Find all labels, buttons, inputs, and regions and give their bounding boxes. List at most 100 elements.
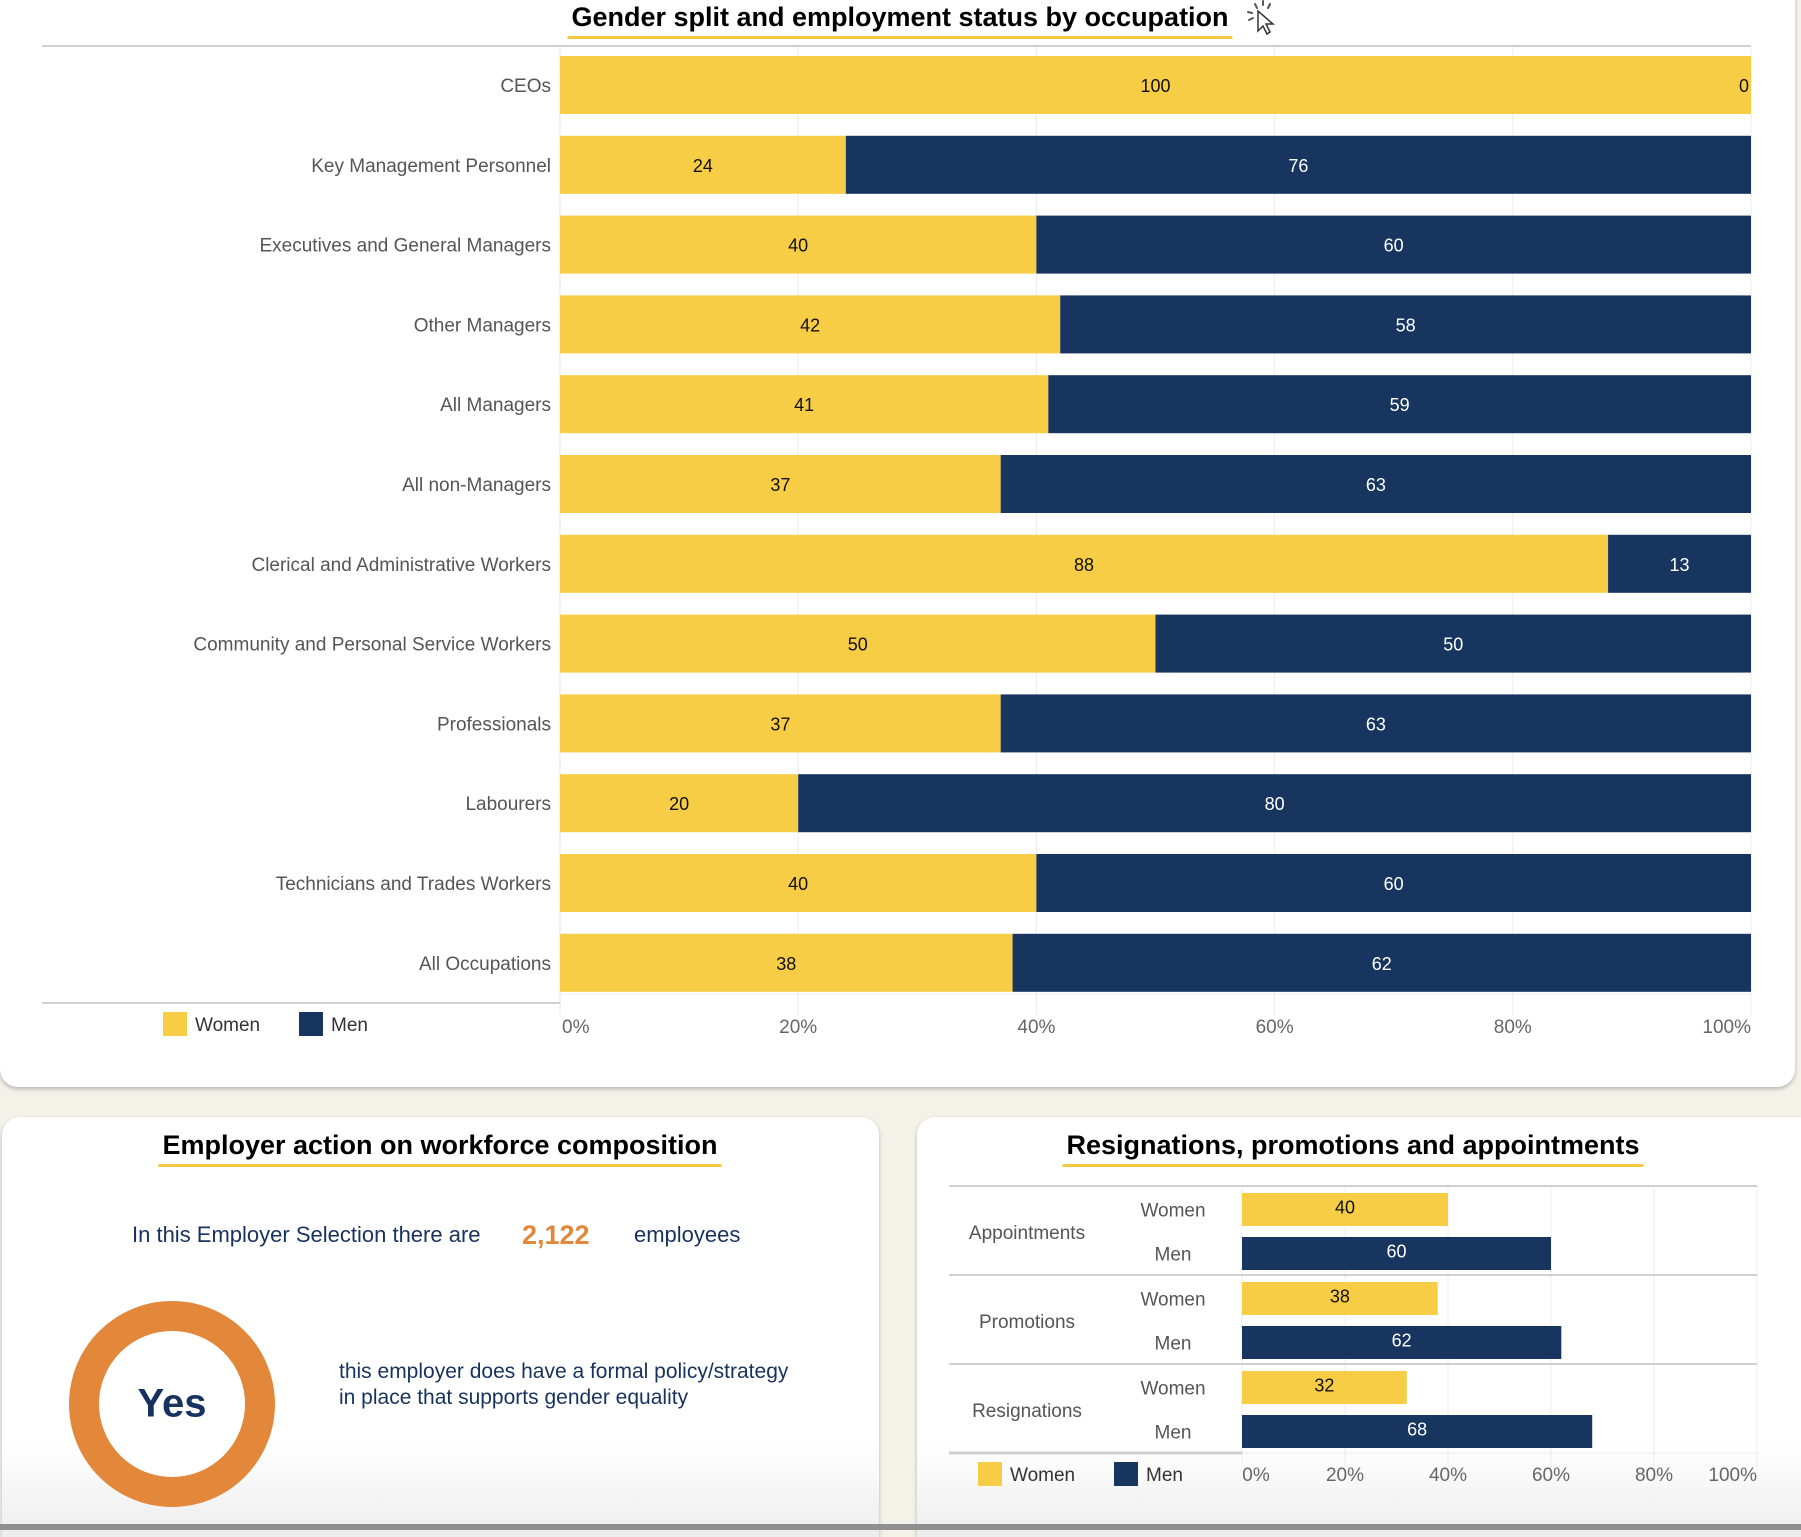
bar-women <box>560 534 1609 593</box>
category-label: All Managers <box>440 395 551 416</box>
bar-label-men: 63 <box>1366 714 1386 734</box>
window-bottom-edge <box>0 1524 1801 1530</box>
category-label: Clerical and Administrative Workers <box>251 555 551 576</box>
bar-men <box>1242 1415 1593 1448</box>
bar-label-women: 37 <box>770 475 790 495</box>
bar-category-label: Men <box>1155 1334 1192 1355</box>
bar-label-women: 50 <box>848 635 868 655</box>
legend-label-women: Women <box>1010 1465 1075 1486</box>
occupation-chart-title: Gender split and employment status by oc… <box>567 2 1233 39</box>
legend-swatch-women <box>978 1462 1002 1486</box>
category-label: Key Management Personnel <box>311 156 551 177</box>
bar-women <box>560 774 799 833</box>
bar-women <box>560 375 1049 434</box>
bar-men <box>798 774 1751 833</box>
bar-men <box>845 135 1751 194</box>
bar-women <box>560 295 1061 354</box>
bar-men <box>1155 614 1751 673</box>
x-tick-label: 0% <box>562 1017 590 1038</box>
x-tick-label: 60% <box>1532 1465 1570 1486</box>
bar-men <box>1036 215 1751 274</box>
bar-women <box>560 694 1001 753</box>
bar-women <box>1242 1193 1448 1226</box>
policy-answer: Yes <box>137 1381 207 1426</box>
employees-count: 2,122 <box>522 1220 590 1250</box>
bar-label-women: 41 <box>794 395 814 415</box>
bar-value-label: 32 <box>1314 1376 1334 1396</box>
bar-category-label: Men <box>1155 1423 1192 1444</box>
x-tick-label: 40% <box>1017 1017 1055 1038</box>
bar-men <box>1242 1237 1551 1270</box>
bar-women <box>1242 1371 1407 1404</box>
bar-label-women: 40 <box>788 236 808 256</box>
bar-men <box>1060 295 1751 354</box>
bar-value-label: 38 <box>1330 1287 1350 1307</box>
bar-label-men: 63 <box>1366 475 1386 495</box>
legend-swatch-men <box>1114 1462 1138 1486</box>
category-label: All non-Managers <box>402 475 551 496</box>
bar-men <box>1000 694 1751 753</box>
legend-label-men: Men <box>331 1015 368 1036</box>
bar-label-women: 38 <box>776 954 796 974</box>
category-label: Labourers <box>465 794 551 815</box>
category-label: Technicians and Trades Workers <box>276 874 551 895</box>
bar-category-label: Men <box>1155 1245 1192 1266</box>
bar-value-label: 40 <box>1335 1198 1355 1218</box>
bar-value-label: 62 <box>1392 1331 1412 1351</box>
bar-women <box>560 614 1156 673</box>
category-label: CEOs <box>500 76 551 97</box>
title-underline <box>1062 1164 1644 1167</box>
group-label: Appointments <box>969 1223 1085 1244</box>
bar-women <box>560 455 1001 513</box>
rpa-chart-title: Resignations, promotions and appointment… <box>1062 1130 1644 1167</box>
bar-women <box>560 854 1037 912</box>
group-label: Promotions <box>979 1312 1075 1333</box>
bar-label-men: 59 <box>1390 395 1410 415</box>
x-tick-label: 20% <box>1326 1465 1364 1486</box>
bar-label-men: 80 <box>1265 794 1285 814</box>
bar-label-men: 50 <box>1443 635 1463 655</box>
occupation-chart: 0% 20% 40% 60% 80% 100% CEOs 100 0 Key Management… <box>42 45 1752 1038</box>
employees-suffix: employees <box>634 1222 741 1247</box>
bar-men <box>1036 854 1751 912</box>
bar-label-women: 100 <box>1140 76 1170 96</box>
bar-category-label: Women <box>1140 1290 1205 1311</box>
bar-value-label: 60 <box>1386 1242 1406 1262</box>
legend-label-men: Men <box>1146 1465 1183 1486</box>
bar-category-label: Women <box>1140 1201 1205 1222</box>
bar-women <box>560 933 1013 992</box>
bar-men <box>1608 534 1751 593</box>
bar-women <box>1242 1282 1438 1315</box>
bar-women <box>560 135 846 194</box>
x-tick-label: 80% <box>1494 1017 1532 1038</box>
title-underline <box>158 1164 722 1167</box>
bar-women <box>560 215 1037 274</box>
bar-label-men: 76 <box>1288 156 1308 176</box>
category-label: Other Managers <box>414 315 551 336</box>
bar-label-women: 40 <box>788 874 808 894</box>
bar-label-women: 88 <box>1074 555 1094 575</box>
title-underline <box>567 36 1233 39</box>
x-tick-label: 100% <box>1702 1017 1751 1038</box>
category-label: Professionals <box>437 714 551 735</box>
x-tick-label: 100% <box>1708 1465 1757 1486</box>
policy-text: this employer does have a formal policy/… <box>339 1360 789 1409</box>
bar-label-women: 20 <box>669 794 689 814</box>
bar-label-men: 60 <box>1384 236 1404 256</box>
group-label: Resignations <box>972 1401 1082 1422</box>
bar-women <box>560 56 1751 114</box>
bar-label-women: 42 <box>800 315 820 335</box>
bar-men <box>1242 1326 1562 1359</box>
bar-label-women: 37 <box>770 714 790 734</box>
bar-label-men: 0 <box>1739 76 1749 96</box>
category-label: Community and Personal Service Workers <box>193 635 551 656</box>
bar-label-men: 13 <box>1670 555 1690 575</box>
bar-men <box>1012 933 1751 992</box>
bar-men <box>1048 375 1751 434</box>
bar-label-men: 58 <box>1396 315 1416 335</box>
legend-swatch-men <box>299 1012 323 1036</box>
bar-category-label: Women <box>1140 1379 1205 1400</box>
bar-men <box>1000 455 1751 513</box>
bar-value-label: 68 <box>1407 1420 1427 1440</box>
